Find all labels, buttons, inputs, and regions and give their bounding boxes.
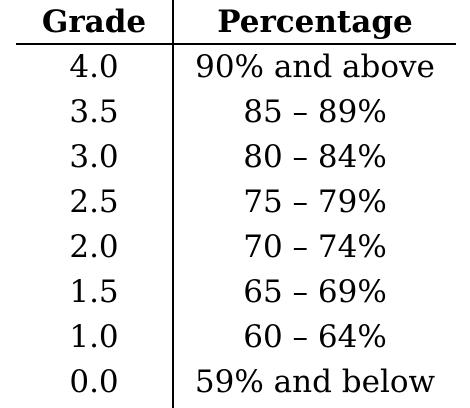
header-divider — [16, 43, 456, 45]
table-row: 1.5 65 – 69% — [16, 270, 456, 315]
percentage-cell: 60 – 64% — [243, 319, 387, 355]
table-row: 3.5 85 – 89% — [16, 90, 456, 135]
percentage-cell: 90% and above — [195, 49, 435, 85]
grade-cell: 0.0 — [69, 364, 119, 400]
table-row: 2.0 70 – 74% — [16, 225, 456, 270]
table-body: 4.0 90% and above 3.5 85 – 89% 3.0 80 – … — [16, 45, 456, 408]
grade-cell: 1.0 — [69, 319, 119, 355]
table-row: 1.0 60 – 64% — [16, 315, 456, 360]
header-row: Grade Percentage — [16, 0, 456, 43]
percentage-cell: 80 – 84% — [243, 139, 387, 175]
percentage-column-header: Percentage — [217, 4, 413, 40]
grade-cell: 4.0 — [69, 49, 119, 85]
grade-cell: 2.5 — [69, 184, 119, 220]
percentage-cell: 59% and below — [194, 364, 436, 400]
percentage-cell: 70 – 74% — [243, 229, 387, 265]
table-row: 3.0 80 – 84% — [16, 135, 456, 180]
percentage-cell: 65 – 69% — [243, 274, 387, 310]
grade-column-header: Grade — [41, 4, 147, 40]
grade-cell: 3.5 — [69, 94, 119, 130]
table-row: 0.0 59% and below — [16, 360, 456, 405]
table-row: 2.5 75 – 79% — [16, 180, 456, 225]
grade-cell: 1.5 — [69, 274, 119, 310]
percentage-cell: 85 – 89% — [243, 94, 387, 130]
column-divider — [172, 0, 174, 408]
percentage-cell: 75 – 79% — [243, 184, 387, 220]
grade-table: Grade Percentage 4.0 90% and above 3.5 8… — [16, 0, 456, 408]
table-row: 4.0 90% and above — [16, 45, 456, 90]
grade-cell: 2.0 — [69, 229, 119, 265]
grade-cell: 3.0 — [69, 139, 119, 175]
